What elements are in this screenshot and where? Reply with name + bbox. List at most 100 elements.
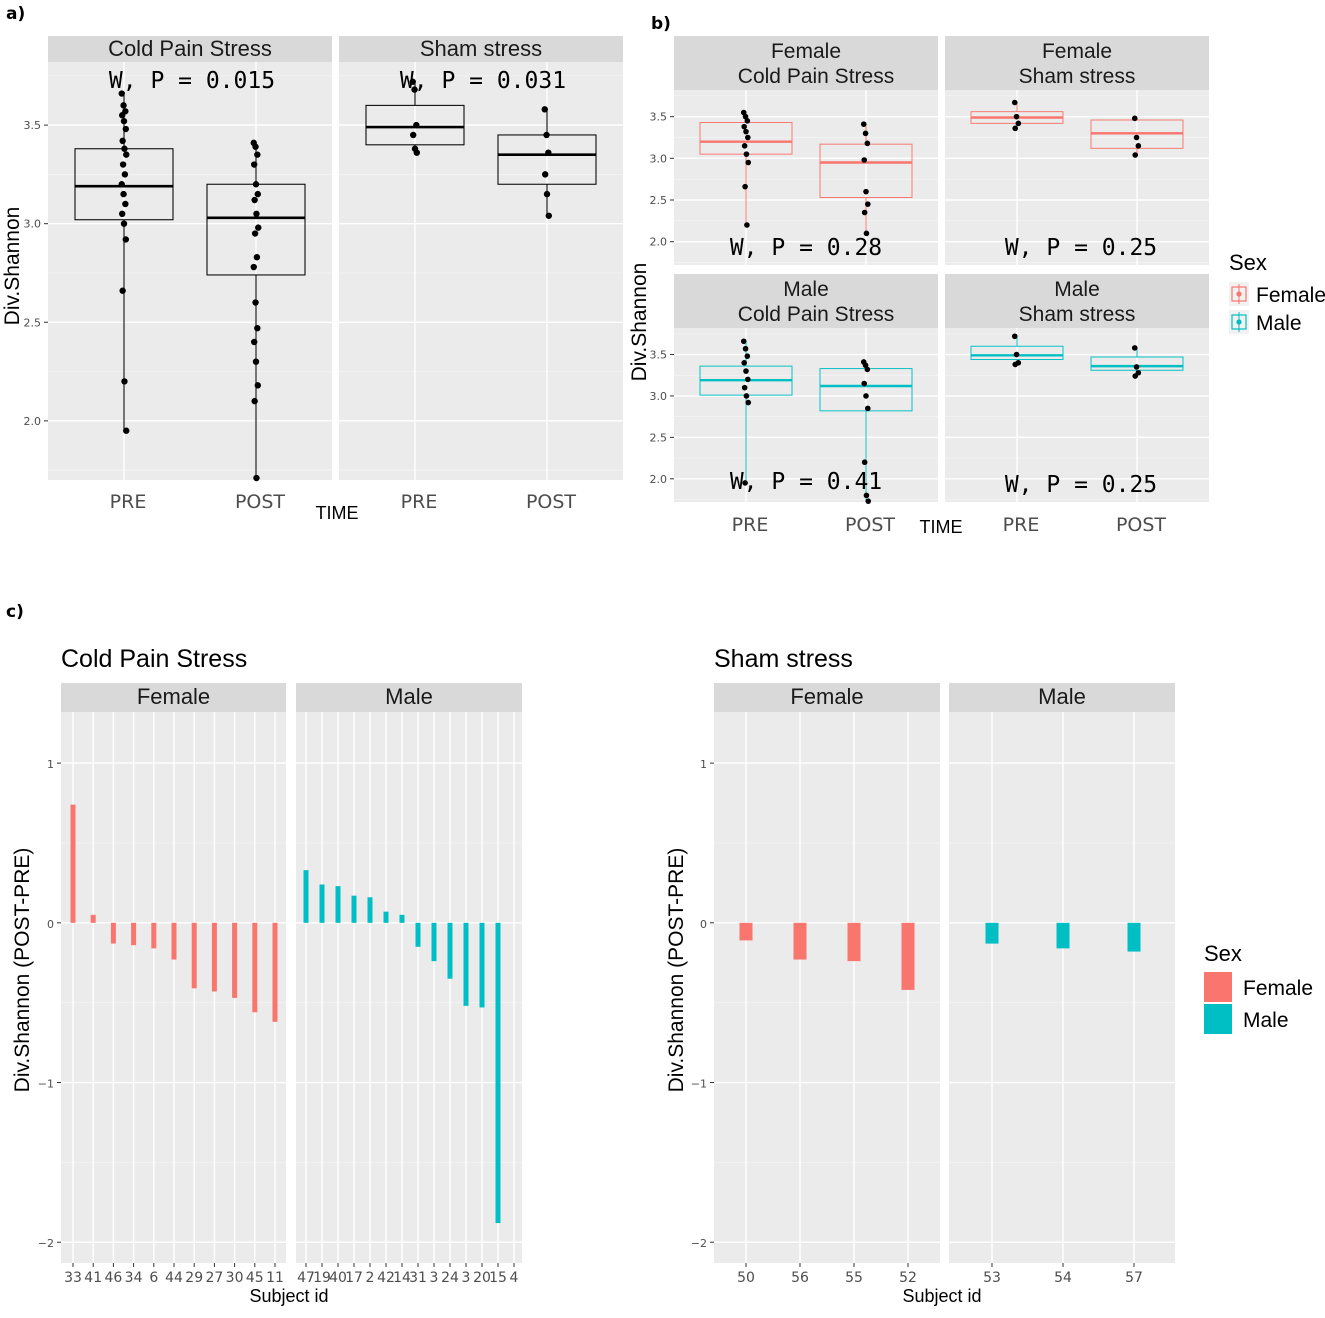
bar [399, 914, 405, 923]
y-axis-title: Div.Shannon (POST-PRE) [11, 848, 34, 1093]
y-tick-label: 2.0 [24, 415, 42, 428]
data-point [543, 131, 550, 139]
panel-background [945, 90, 1209, 265]
data-point [1131, 345, 1138, 351]
x-tick-label: 41 [84, 1270, 102, 1286]
box-iqr [1090, 356, 1184, 371]
data-point [1013, 113, 1020, 120]
x-tick-label: 17 [345, 1270, 363, 1286]
x-tick-label: 47 [297, 1270, 315, 1286]
panel-background [48, 62, 332, 480]
data-point [119, 161, 127, 168]
facet-strip-label: Female [137, 684, 210, 709]
x-tick-label: 55 [845, 1270, 863, 1286]
x-tick-label: 53 [983, 1270, 1001, 1286]
data-point [861, 209, 868, 216]
p-value-annotation: W, P = 0.25 [1005, 472, 1157, 498]
bar [151, 922, 157, 949]
data-point [254, 324, 261, 332]
bar [415, 922, 421, 947]
x-tick-label: 40 [329, 1270, 347, 1286]
data-point [1012, 125, 1018, 132]
data-point [254, 382, 261, 389]
facet-strip-label: Male [1038, 684, 1086, 709]
x-tick-label: 50 [737, 1270, 755, 1286]
x-category-label: POST [235, 491, 285, 513]
data-point [123, 151, 130, 158]
bar [90, 914, 96, 923]
x-category-label: PRE [1003, 514, 1040, 536]
x-tick-label: 54 [1054, 1270, 1072, 1286]
data-point [120, 220, 128, 227]
y-tick-label: 3.5 [650, 349, 668, 362]
data-point [1013, 351, 1020, 358]
data-point [409, 78, 416, 85]
bar [495, 922, 501, 1224]
x-category-label: PRE [110, 491, 147, 513]
y-tick-label: 1 [47, 758, 54, 771]
x-tick-label: 29 [185, 1270, 203, 1286]
x-tick-label: 20 [473, 1270, 491, 1286]
data-point [120, 117, 128, 125]
bar [739, 922, 753, 941]
data-point [741, 360, 747, 366]
data-point [251, 230, 259, 237]
data-point [863, 188, 869, 195]
panel-label-a: a) [6, 4, 25, 24]
x-tick-label: 6 [149, 1270, 158, 1286]
data-point [745, 399, 752, 406]
facet-strip [714, 683, 940, 712]
x-tick-label: 24 [441, 1270, 459, 1286]
p-value-annotation: W, P = 0.031 [400, 68, 566, 94]
facet-strip-label: Female [1042, 40, 1112, 63]
data-point [743, 368, 749, 374]
p-value-annotation: W, P = 0.41 [730, 469, 882, 495]
data-point [863, 230, 870, 237]
data-point [744, 118, 751, 124]
x-tick-label: 34 [125, 1270, 143, 1286]
y-axis-title: Div.Shannon [628, 263, 651, 382]
y-tick-label: 2.0 [650, 236, 668, 249]
facet-strip [674, 274, 938, 328]
data-point [1133, 134, 1140, 141]
y-tick-label: 3.5 [24, 119, 42, 132]
legend-label: Male [1256, 312, 1302, 335]
facet-strip-label: Sham stress [420, 36, 542, 61]
x-axis-title: TIME [920, 517, 963, 537]
x-tick-label: 52 [899, 1270, 917, 1286]
data-point [121, 171, 129, 178]
data-point [122, 236, 129, 243]
data-point [250, 263, 257, 271]
legend-key [1204, 972, 1232, 1002]
box-iqr [365, 104, 465, 146]
p-value-annotation: W, P = 0.015 [109, 68, 275, 94]
x-axis-title: TIME [316, 503, 359, 523]
y-tick-label: 3.5 [650, 111, 668, 124]
x-tick-label: 45 [246, 1270, 264, 1286]
bar [431, 922, 437, 962]
y-axis-title: Div.Shannon [1, 207, 24, 326]
x-tick-label: 27 [205, 1270, 223, 1286]
data-point [744, 353, 751, 359]
data-point [745, 159, 752, 166]
bar [272, 922, 278, 1022]
data-point [541, 106, 548, 113]
y-tick-label: 0 [47, 918, 54, 931]
data-point [743, 393, 750, 399]
data-point [119, 112, 126, 119]
data-point [865, 201, 871, 207]
bar [171, 922, 177, 960]
legend-label: Female [1243, 977, 1313, 1000]
y-tick-label: 2.5 [650, 194, 668, 207]
data-point [252, 181, 260, 188]
data-point [861, 380, 867, 387]
facet-strip-label: Female [790, 684, 863, 709]
data-point [741, 143, 748, 149]
panel-background [949, 712, 1175, 1263]
panel-label-c: c) [6, 602, 24, 622]
data-point [413, 121, 420, 129]
x-tick-label: 3 [462, 1270, 471, 1286]
y-tick-label: −2 [691, 1237, 707, 1250]
y-tick-label: −1 [38, 1078, 54, 1091]
bar [367, 897, 373, 923]
